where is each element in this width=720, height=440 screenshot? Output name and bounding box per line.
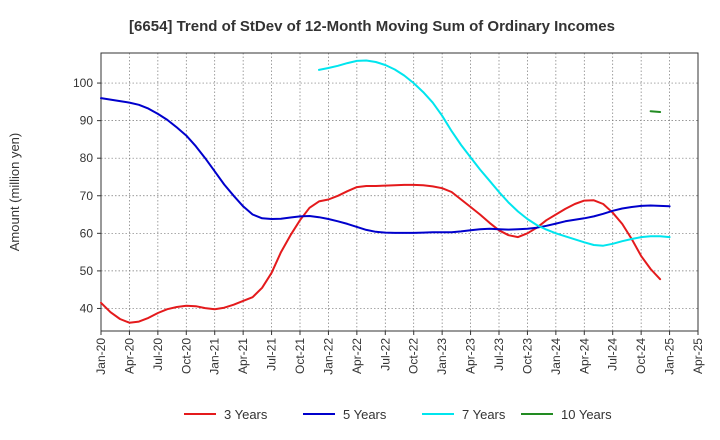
x-tick-label: Oct-21 [293, 338, 307, 374]
x-tick-label: Apr-21 [236, 338, 250, 374]
legend-label-10-years: 10 Years [561, 407, 612, 422]
x-tick-label: Oct-22 [407, 338, 421, 374]
y-tick-label: 90 [80, 114, 94, 128]
x-tick-label: Apr-24 [577, 338, 591, 374]
x-tick-label: Jan-24 [549, 338, 563, 375]
x-tick-label: Oct-20 [179, 338, 193, 374]
x-tick-label: Jul-20 [151, 338, 165, 371]
axes [97, 52, 699, 335]
y-tick-label: 50 [80, 264, 94, 278]
x-tick-labels: Jan-20 Apr-20 Jul-20 Oct-20 Jan-21 Apr-21 Jul-… [94, 338, 705, 375]
y-tick-labels: 40 50 60 70 80 90 100 [73, 76, 93, 315]
x-tick-label: Oct-24 [634, 338, 648, 374]
series-lines [100, 59, 671, 324]
x-tick-label: Jul-22 [378, 338, 392, 371]
series-line-5-years [100, 97, 671, 234]
y-tick-label: 80 [80, 151, 94, 165]
y-tick-label: 100 [73, 76, 93, 90]
plot-area [101, 53, 698, 331]
x-tick-label: Oct-23 [520, 338, 534, 374]
legend: 3 Years 5 Years 7 Years 10 Years [184, 407, 612, 422]
x-tick-label: Jan-21 [208, 338, 222, 375]
x-tick-label: Apr-22 [350, 338, 364, 374]
x-tick-label: Jul-24 [606, 338, 620, 371]
y-tick-label: 60 [80, 226, 94, 240]
x-tick-label: Jan-23 [435, 338, 449, 375]
chart-title: [6654] Trend of StDev of 12-Month Moving… [129, 18, 615, 35]
x-tick-label: Apr-23 [464, 338, 478, 374]
legend-label-5-years: 5 Years [343, 407, 387, 422]
x-tick-label: Jan-22 [321, 338, 335, 375]
x-tick-label: Apr-25 [691, 338, 705, 374]
series-line-7-years [318, 59, 671, 247]
y-tick-label: 70 [80, 189, 94, 203]
series-line-3-years [100, 183, 662, 324]
y-tick-label: 40 [80, 301, 94, 315]
grid [100, 53, 699, 331]
y-axis-label: Amount (million yen) [7, 133, 22, 252]
plot-frame [100, 52, 699, 332]
x-tick-label: Jan-20 [94, 338, 108, 375]
x-tick-label: Jul-23 [492, 338, 506, 371]
x-tick-label: Apr-20 [122, 338, 136, 374]
legend-label-7-years: 7 Years [462, 407, 506, 422]
x-tick-label: Jan-25 [663, 338, 677, 375]
x-tick-label: Jul-21 [265, 338, 279, 371]
series-line-10-years [649, 110, 662, 113]
legend-label-3-years: 3 Years [224, 407, 268, 422]
